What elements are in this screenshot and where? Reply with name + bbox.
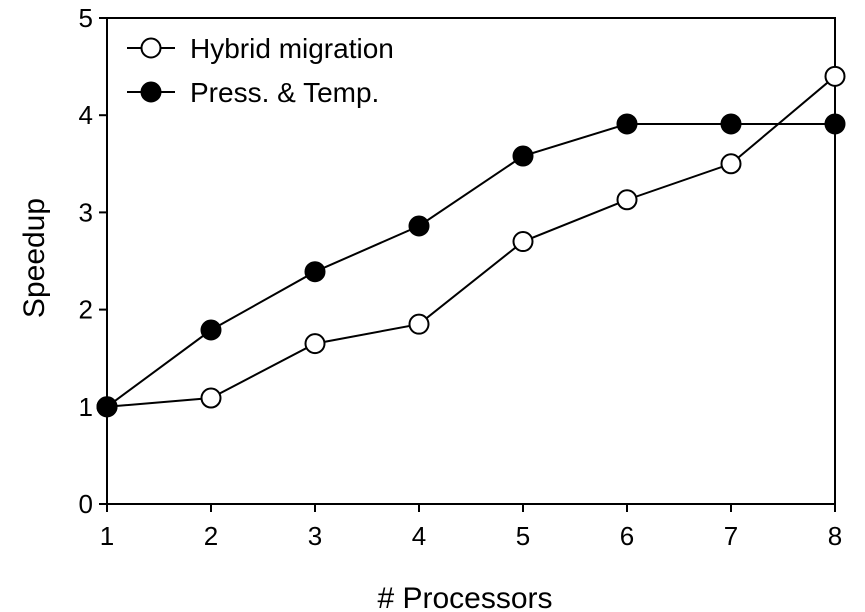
data-point-open (824, 65, 846, 87)
y-axis-title: Speedup (18, 198, 51, 318)
series-line (106, 75, 836, 408)
data-point-filled (616, 113, 638, 135)
data-point-filled (304, 261, 326, 283)
y-tick-label: 4 (79, 100, 93, 130)
series-line (106, 122, 835, 408)
x-tick-label: 3 (308, 521, 322, 551)
y-tick-label: 3 (79, 197, 93, 227)
x-tick-label: 4 (412, 521, 426, 551)
data-point-open (616, 189, 638, 211)
plot-frame (106, 17, 836, 505)
data-point-filled (720, 113, 742, 135)
legend-label: Hybrid migration (190, 33, 394, 64)
data-point-open (408, 313, 430, 335)
data-point-filled (824, 113, 846, 135)
data-point-filled (96, 396, 118, 418)
y-tick-label: 0 (79, 489, 93, 519)
x-tick-label: 2 (204, 521, 218, 551)
legend: Hybrid migration Press. & Temp. (127, 33, 394, 108)
data-point-open (720, 153, 742, 175)
data-point-filled (408, 215, 430, 237)
data-point-open (304, 333, 326, 355)
y-axis: 0 1 2 3 4 5 (79, 3, 107, 519)
x-axis: 1 2 3 4 5 6 7 8 (100, 504, 842, 551)
data-point-open (200, 387, 222, 409)
x-tick-label: 1 (100, 521, 114, 551)
legend-label: Press. & Temp. (190, 77, 379, 108)
x-tick-label: 6 (620, 521, 634, 551)
legend-marker (140, 81, 162, 103)
x-tick-label: 5 (516, 521, 530, 551)
x-tick-label: 7 (724, 521, 738, 551)
data-point-filled (512, 145, 534, 167)
y-tick-label: 2 (79, 295, 93, 325)
legend-marker (140, 37, 162, 59)
series-layer (96, 65, 846, 418)
x-tick-label: 8 (828, 521, 842, 551)
y-tick-label: 1 (79, 392, 93, 422)
data-point-filled (200, 319, 222, 341)
x-axis-title: # Processors (377, 582, 552, 612)
data-point-open (512, 231, 534, 253)
y-tick-label: 5 (79, 3, 93, 33)
